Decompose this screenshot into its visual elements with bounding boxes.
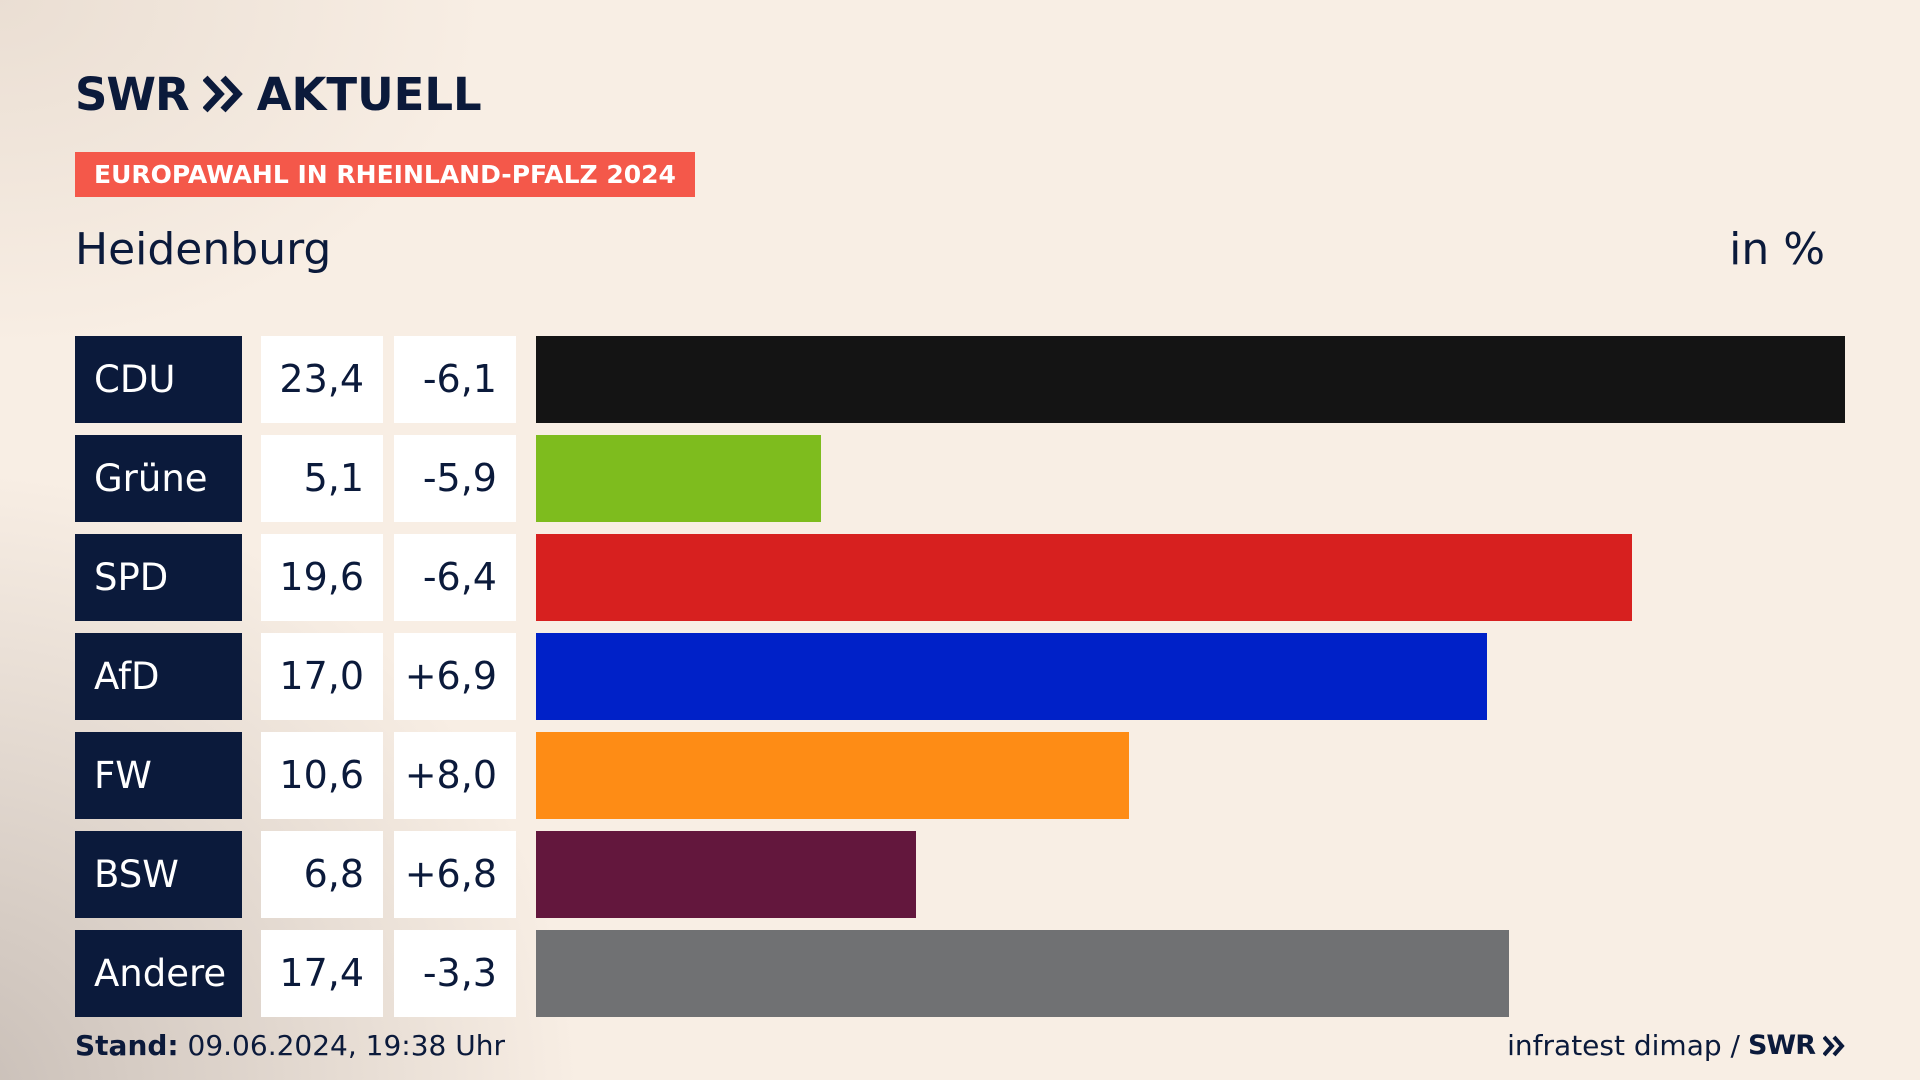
vote-change-label: +6,8 <box>394 831 516 918</box>
party-label: Grüne <box>75 435 242 522</box>
result-bar <box>536 633 1487 720</box>
vote-change-label: -6,4 <box>394 534 516 621</box>
party-label: AfD <box>75 633 242 720</box>
vote-share-label: 6,8 <box>261 831 383 918</box>
vote-change-label: -5,9 <box>394 435 516 522</box>
region-title: Heidenburg <box>75 224 332 275</box>
result-bar <box>536 534 1632 621</box>
party-label: Andere <box>75 930 242 1017</box>
vote-change-label: -3,3 <box>394 930 516 1017</box>
result-bar <box>536 930 1509 1017</box>
vote-share-label: 5,1 <box>261 435 383 522</box>
result-row: FW 10,6 +8,0 <box>75 732 1845 819</box>
source-text: infratest dimap / <box>1507 1029 1740 1062</box>
result-bar <box>536 732 1129 819</box>
result-bar <box>536 435 821 522</box>
vote-share-label: 19,6 <box>261 534 383 621</box>
vote-share-label: 10,6 <box>261 732 383 819</box>
source-credit: infratest dimap / SWR <box>1507 1028 1845 1064</box>
vote-change-label: +6,9 <box>394 633 516 720</box>
result-row: Grüne 5,1 -5,9 <box>75 435 1845 522</box>
brand-text: SWR <box>75 67 190 121</box>
party-label: SPD <box>75 534 242 621</box>
timestamp-value: 09.06.2024, 19:38 Uhr <box>187 1029 505 1062</box>
source-brand: SWR <box>1747 1030 1816 1061</box>
vote-share-label: 23,4 <box>261 336 383 423</box>
timestamp-label: Stand: <box>75 1029 179 1062</box>
result-row: AfD 17,0 +6,9 <box>75 633 1845 720</box>
result-row: BSW 6,8 +6,8 <box>75 831 1845 918</box>
double-chevron-icon <box>202 75 243 113</box>
timestamp: Stand: 09.06.2024, 19:38 Uhr <box>75 1028 505 1064</box>
small-double-chevron-icon <box>1823 1035 1845 1057</box>
result-row: CDU 23,4 -6,1 <box>75 336 1845 423</box>
result-bar <box>536 336 1845 423</box>
party-label: CDU <box>75 336 242 423</box>
vote-share-label: 17,0 <box>261 633 383 720</box>
swr-aktuell-logo: SWR AKTUELL <box>75 66 482 122</box>
unit-label: in % <box>1729 224 1825 275</box>
vote-change-label: +8,0 <box>394 732 516 819</box>
product-text: AKTUELL <box>256 67 482 121</box>
party-label: BSW <box>75 831 242 918</box>
party-label: FW <box>75 732 242 819</box>
result-bar <box>536 831 916 918</box>
result-row: SPD 19,6 -6,4 <box>75 534 1845 621</box>
vote-share-label: 17,4 <box>261 930 383 1017</box>
result-row: Andere 17,4 -3,3 <box>75 930 1845 1017</box>
election-badge: EUROPAWAHL IN RHEINLAND-PFALZ 2024 <box>75 152 695 197</box>
vote-change-label: -6,1 <box>394 336 516 423</box>
